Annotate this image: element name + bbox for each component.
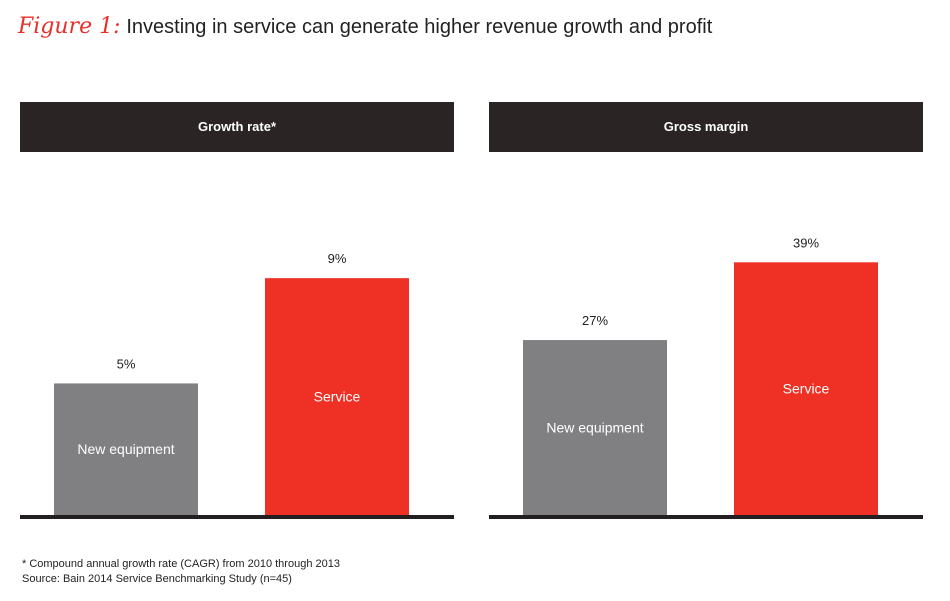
gross-margin-header: Gross margin	[489, 102, 923, 152]
growth-rate-value-label-new-equipment: 5%	[117, 356, 136, 371]
figure-title: Figure 1: Investing in service can gener…	[18, 14, 712, 39]
growth-rate-panel: Growth rate* 5% New equipment 9% Service	[20, 102, 454, 522]
growth-rate-bar-service	[265, 278, 409, 515]
growth-rate-category-label-new-equipment: New equipment	[77, 441, 174, 457]
gross-margin-value-label-new-equipment: 27%	[582, 313, 608, 328]
gross-margin-value-label-service: 39%	[793, 235, 819, 250]
figure-label: Figure 1:	[18, 14, 121, 39]
growth-rate-header: Growth rate*	[20, 102, 454, 152]
gross-margin-category-label-service: Service	[783, 381, 830, 397]
gross-margin-chart: 27% New equipment 39% Service	[489, 235, 923, 519]
growth-rate-chart: 5% New equipment 9% Service	[20, 251, 454, 519]
gross-margin-bar-new-equipment	[523, 340, 667, 515]
figure-title-text: Investing in service can generate higher…	[126, 16, 713, 38]
growth-rate-category-label-service: Service	[314, 389, 361, 405]
growth-rate-bar-new-equipment	[54, 383, 198, 515]
gross-margin-category-label-new-equipment: New equipment	[546, 420, 643, 436]
footnote-cagr: * Compound annual growth rate (CAGR) fro…	[22, 558, 340, 570]
growth-rate-baseline	[20, 515, 454, 519]
gross-margin-panel: Gross margin 27% New equipment 39% Service	[489, 102, 923, 522]
footnote-source: Source: Bain 2014 Service Benchmarking S…	[22, 573, 292, 585]
growth-rate-value-label-service: 9%	[328, 251, 347, 266]
gross-margin-bar-service	[734, 262, 878, 515]
gross-margin-baseline	[489, 515, 923, 519]
